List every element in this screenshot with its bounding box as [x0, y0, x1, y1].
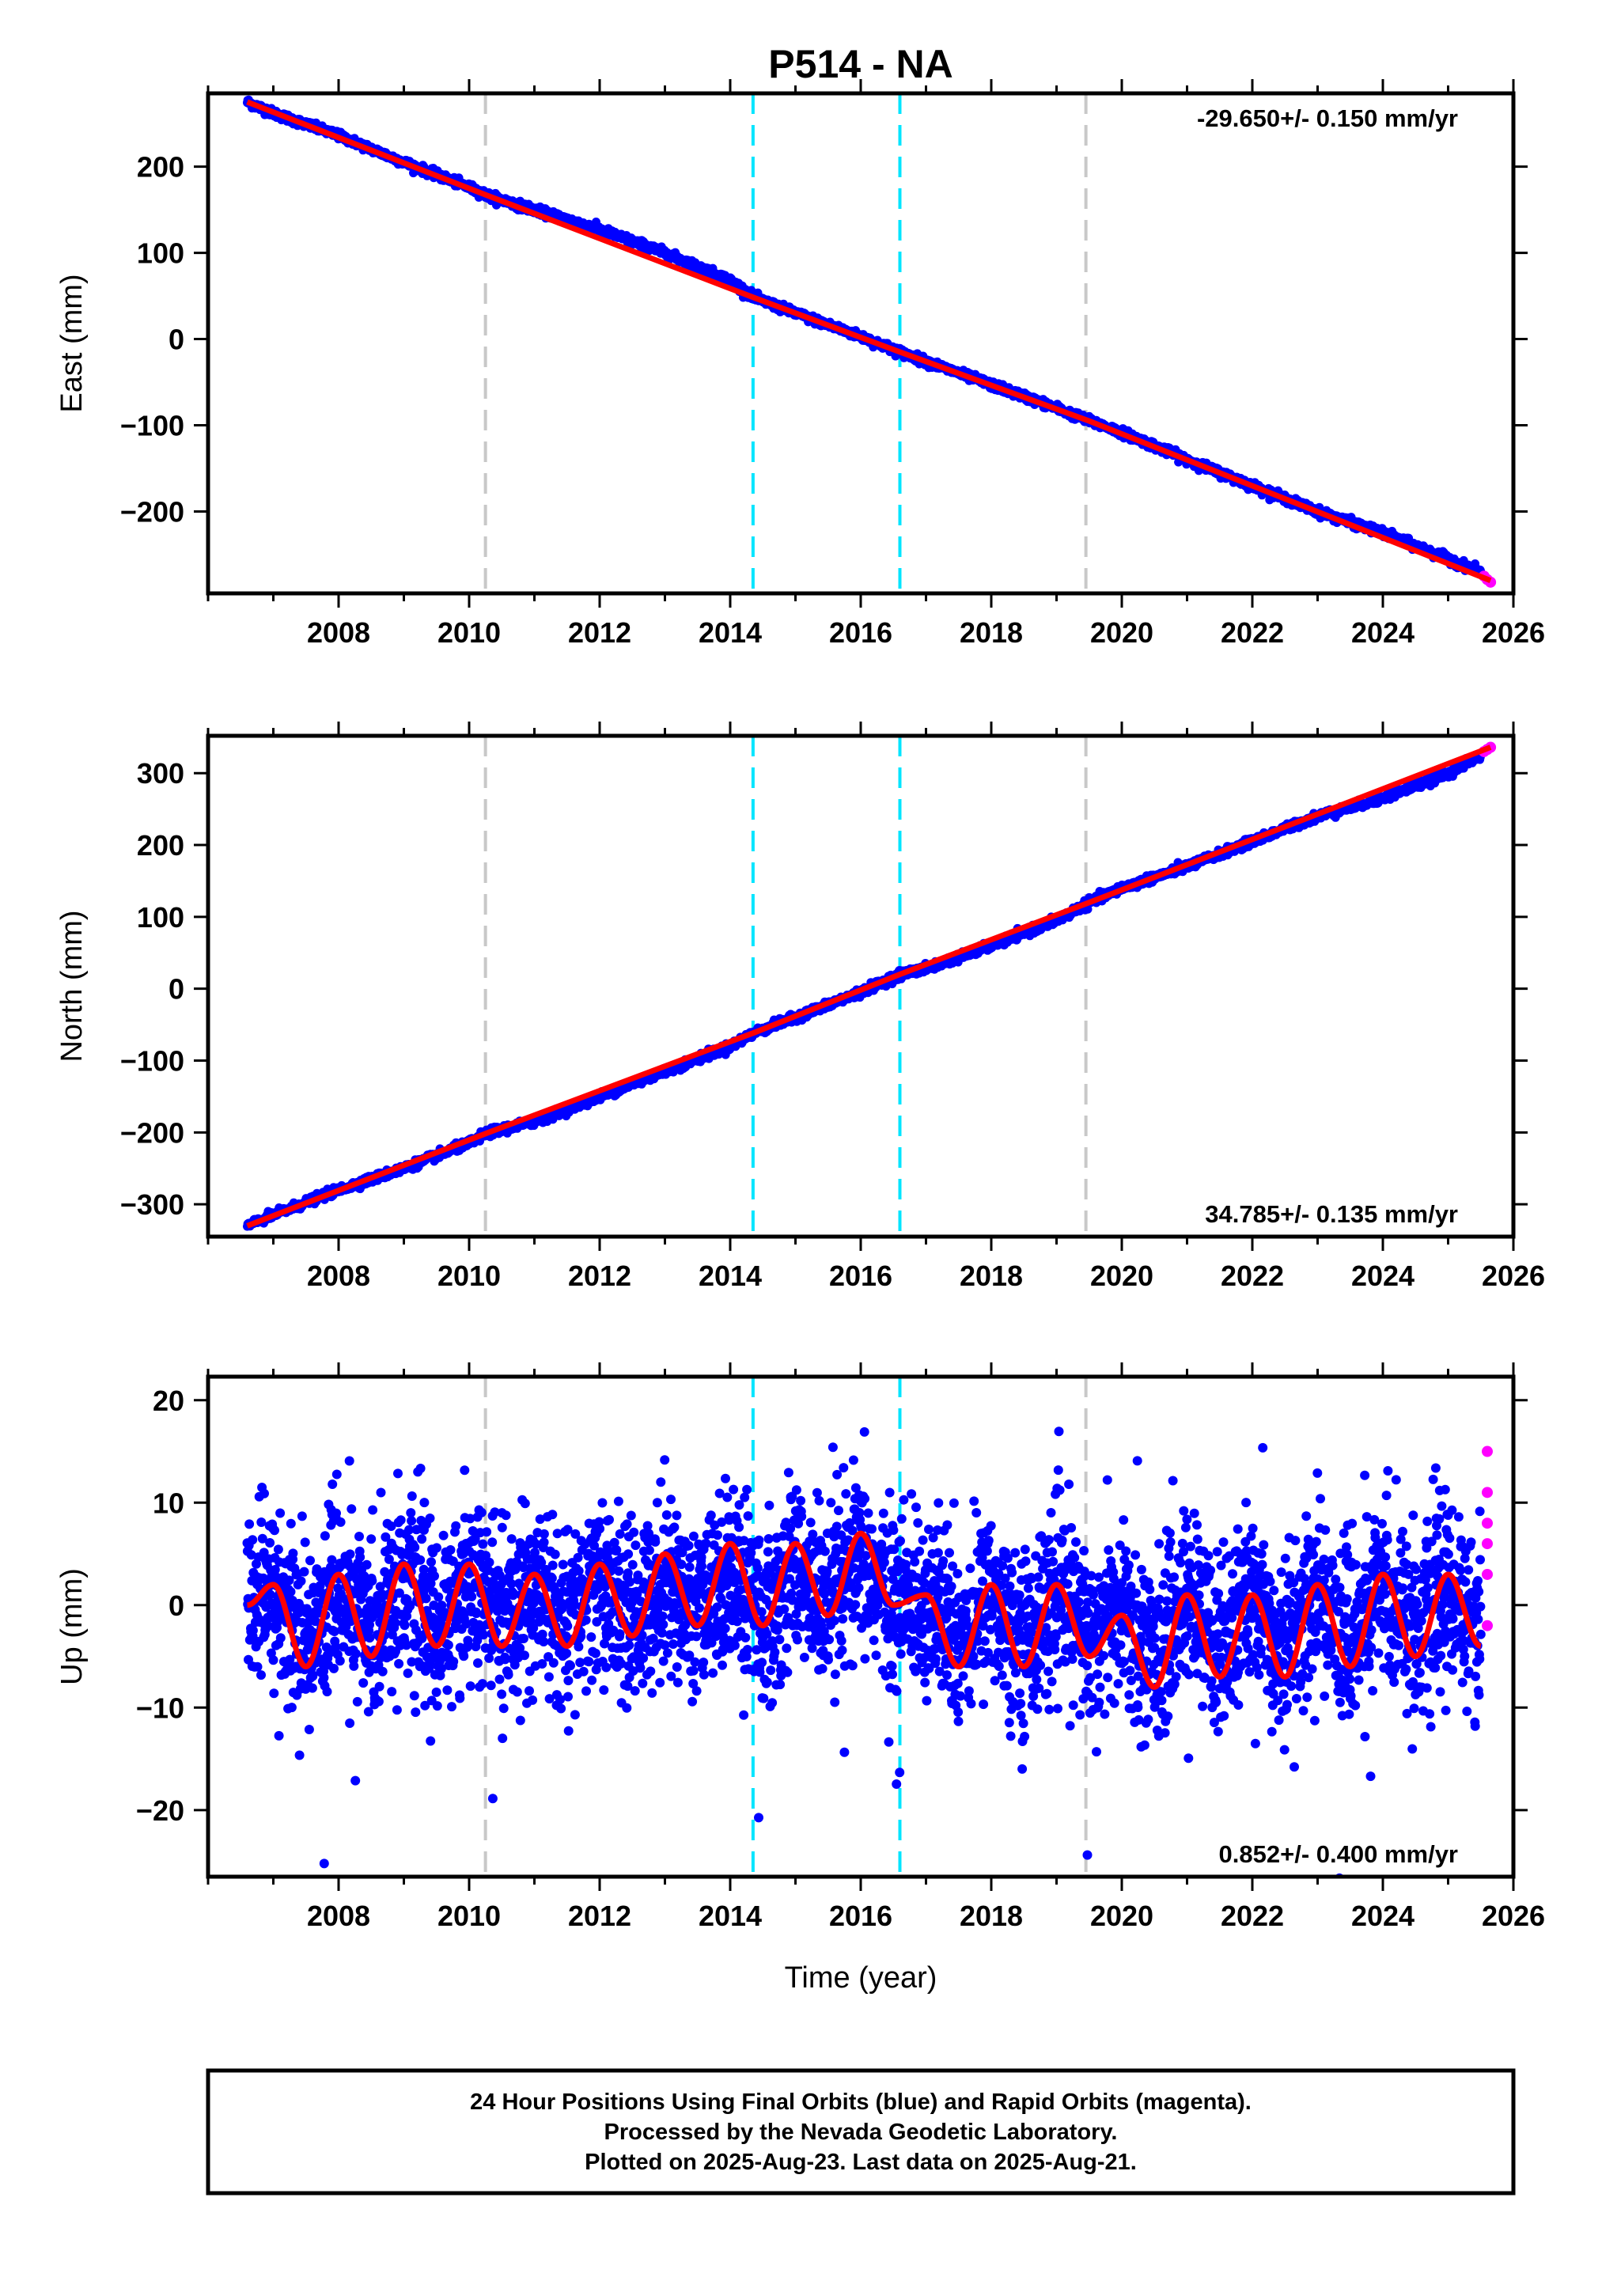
east-panel: 2008 2010 2012 2014 2016 2018 2020 2022 2024 2026…	[55, 79, 1545, 649]
x-tick-label: 2014	[699, 616, 762, 649]
north-panel: 2008 2010 2012 2014 2016 2018 2020 2022 2024 2026…	[55, 722, 1545, 1292]
x-tick-label: 2010	[437, 616, 501, 649]
model-fit-line	[246, 99, 1492, 583]
y-axis-title: East (mm)	[55, 274, 89, 412]
final-point	[1083, 904, 1093, 914]
y-tick-label: −200	[120, 495, 184, 528]
x-tick-label: 2008	[307, 616, 370, 649]
y-tick-label: 200	[137, 151, 184, 184]
x-tick-label: 2016	[829, 616, 892, 649]
velocity-label: -29.650+/- 0.150 mm/yr	[1197, 104, 1458, 132]
x-tick-label: 2026	[1482, 616, 1545, 649]
y-tick-label: 0	[169, 324, 184, 356]
x-tick-label: 2022	[1221, 616, 1284, 649]
chart-title: P514 - NA	[768, 42, 952, 86]
y-tick-label: −100	[120, 410, 184, 442]
y-tick-label: 100	[137, 237, 184, 270]
x-tick-label: 2020	[1090, 616, 1153, 649]
x-tick-label: 2018	[960, 616, 1023, 649]
x-tick-label: 2024	[1351, 616, 1415, 649]
x-tick-label: 2012	[568, 616, 631, 649]
